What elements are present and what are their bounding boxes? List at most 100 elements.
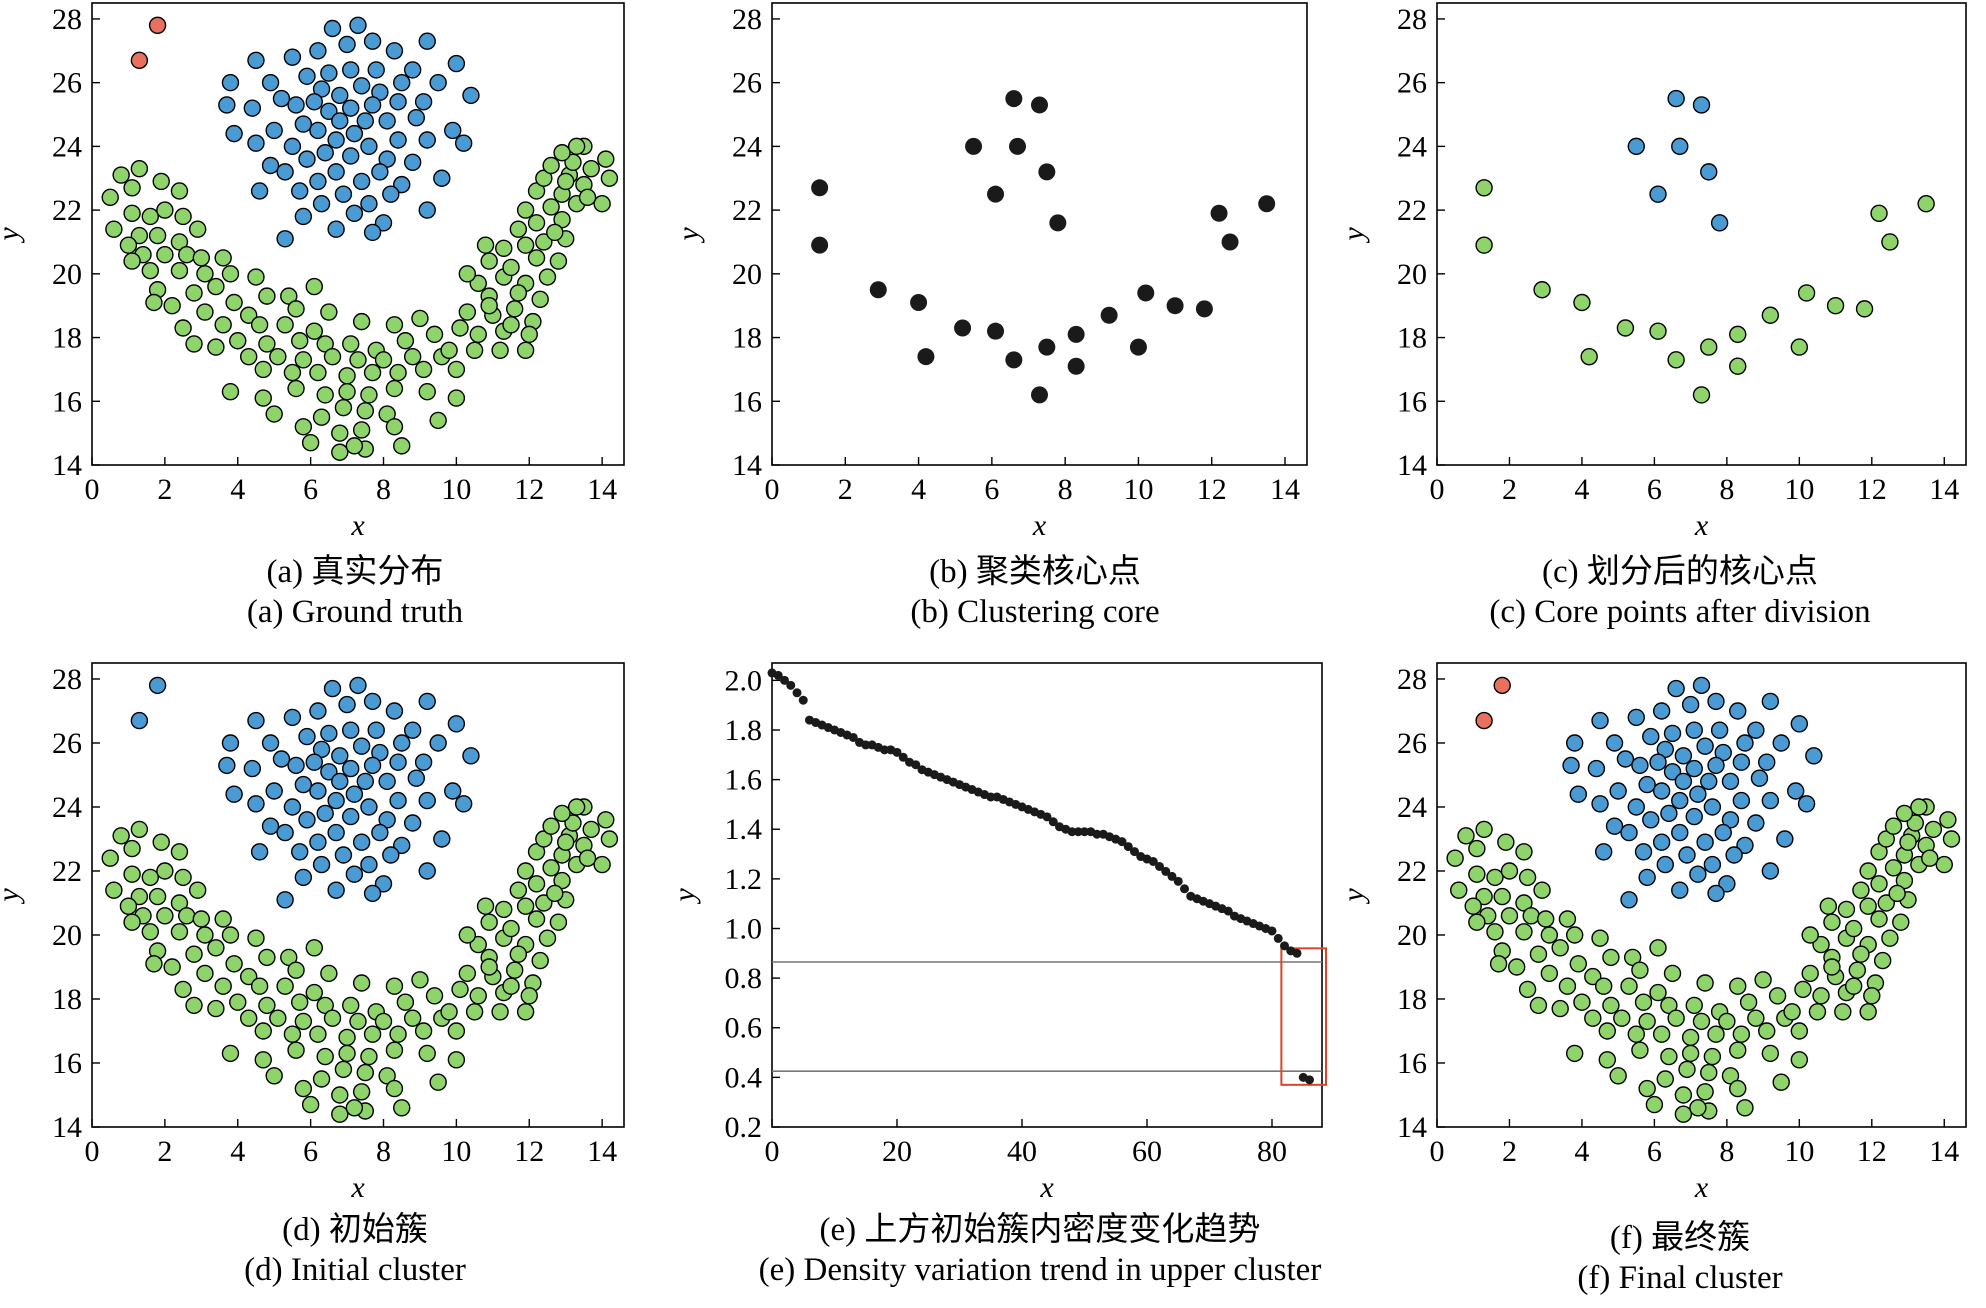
data-point	[505, 300, 524, 318]
x-tick-label: 10	[1123, 473, 1153, 506]
x-tick-label: 12	[514, 473, 544, 506]
data-point	[1696, 833, 1714, 851]
data-point	[1580, 347, 1598, 366]
data-point	[258, 948, 276, 967]
data-point	[1859, 1003, 1877, 1021]
y-tick-label: 22	[52, 855, 82, 888]
data-point	[327, 881, 345, 899]
y-tick-label: 20	[52, 919, 82, 952]
data-point	[101, 849, 119, 867]
data-point	[112, 166, 130, 184]
data-point	[382, 846, 400, 864]
data-point	[1873, 951, 1892, 970]
data-point	[1692, 676, 1711, 695]
data-point	[349, 1012, 367, 1031]
data-point	[1598, 1022, 1616, 1040]
data-point	[342, 335, 360, 353]
data-point	[1859, 862, 1877, 880]
data-point	[403, 347, 422, 366]
data-point	[130, 226, 149, 245]
data-point	[1130, 847, 1139, 857]
data-point	[1631, 1041, 1649, 1059]
y-tick-label: 24	[1397, 130, 1427, 163]
data-point	[1707, 692, 1725, 711]
data-point	[1736, 734, 1754, 752]
data-point	[414, 753, 433, 771]
data-point	[331, 1086, 349, 1104]
data-point	[331, 112, 349, 130]
data-point	[385, 316, 404, 334]
data-point	[283, 708, 302, 727]
data-point	[1747, 1009, 1765, 1027]
data-point	[385, 1079, 404, 1098]
x-tick-label: 0	[1430, 473, 1445, 506]
data-point	[458, 265, 477, 283]
caption-f: (f) 最终簇 (f) Final cluster	[1380, 1218, 1980, 1298]
data-point	[1685, 996, 1703, 1015]
data-point	[1729, 702, 1747, 720]
data-point	[848, 732, 858, 742]
data-point	[294, 418, 313, 436]
caption-d-en: (d) Initial cluster	[244, 1252, 466, 1288]
x-tick-label: 4	[1574, 473, 1589, 506]
data-point	[1166, 297, 1184, 315]
data-point	[1783, 1003, 1801, 1021]
data-point	[1674, 1086, 1693, 1104]
data-point	[196, 964, 214, 983]
x-tick-label: 10	[1784, 1135, 1814, 1168]
data-point	[276, 891, 294, 909]
y-tick-label: 22	[1397, 194, 1427, 227]
data-point	[1009, 137, 1027, 155]
caption-c-en: (c) Core points after division	[1489, 594, 1871, 630]
data-point	[469, 274, 487, 293]
data-point	[1221, 233, 1239, 251]
data-point	[1161, 866, 1171, 876]
data-point	[250, 977, 269, 995]
data-point	[174, 207, 192, 226]
data-point	[123, 204, 141, 222]
data-point	[1522, 907, 1540, 925]
data-point	[1649, 322, 1667, 340]
data-point	[986, 792, 996, 802]
x-tick-label: 2	[157, 1135, 172, 1168]
data-point	[363, 96, 382, 114]
data-point	[320, 102, 338, 121]
data-point	[418, 791, 436, 810]
data-point	[1195, 300, 1213, 318]
data-point	[374, 1012, 393, 1031]
data-point	[516, 897, 535, 915]
data-point	[207, 999, 225, 1018]
data-point	[174, 319, 192, 337]
data-point	[495, 239, 513, 258]
data-point	[345, 785, 364, 803]
data-point	[178, 907, 196, 925]
x-tick-label: 4	[230, 1135, 245, 1168]
data-point	[447, 360, 466, 379]
data-point	[1584, 967, 1602, 986]
data-point	[1696, 1083, 1714, 1101]
data-point	[1700, 163, 1718, 181]
x-axis-label: x	[350, 509, 365, 542]
data-point	[542, 156, 560, 175]
data-point	[385, 379, 404, 398]
data-point	[342, 721, 360, 739]
plot-frame	[91, 2, 625, 466]
data-point	[130, 887, 149, 906]
y-tick-label: 28	[732, 3, 762, 36]
y-axis-label: y	[1337, 227, 1370, 244]
data-point	[1768, 987, 1787, 1005]
data-point	[272, 89, 291, 108]
y-tick-label: 2.0	[725, 664, 763, 697]
data-point	[123, 252, 141, 270]
data-point	[192, 910, 211, 928]
data-point	[374, 351, 393, 369]
data-point	[1772, 1073, 1790, 1091]
data-point	[411, 309, 429, 328]
data-point	[582, 159, 600, 178]
data-point	[360, 855, 378, 874]
data-point	[1598, 1051, 1616, 1069]
caption-c: (c) 划分后的核心点 (c) Core points after divisi…	[1380, 552, 1980, 632]
data-point	[516, 862, 535, 880]
data-point	[469, 935, 487, 954]
y-tick-label: 24	[52, 130, 82, 163]
